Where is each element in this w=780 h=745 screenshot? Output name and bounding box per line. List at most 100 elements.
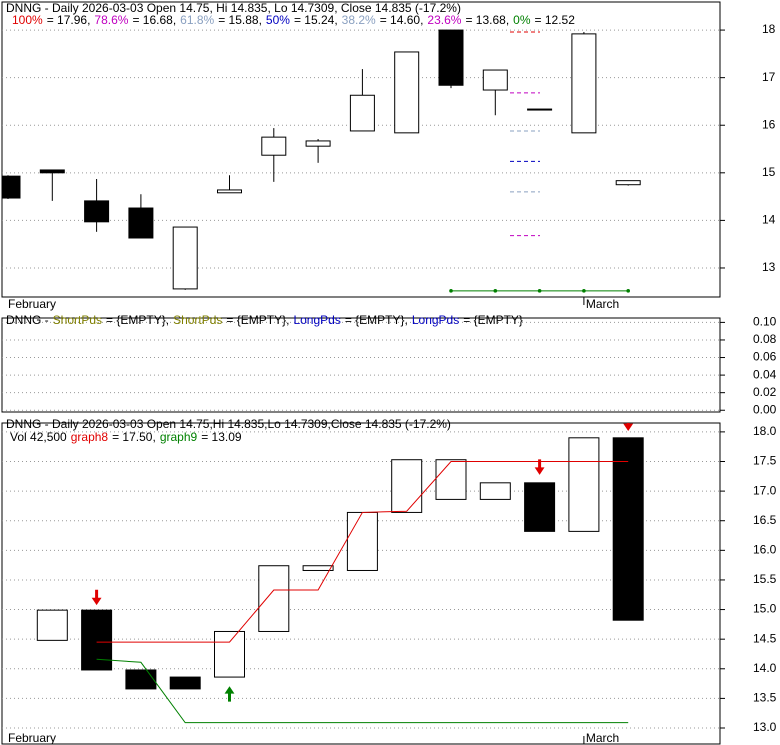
y-tick-label: 18.0 [753, 424, 777, 438]
fib-value: = 16.68, [132, 13, 176, 27]
fib-value: = 13.68, [465, 13, 509, 27]
box-body [36, 609, 68, 641]
candle-body [438, 29, 464, 86]
fib-value: = 12.52 [535, 13, 576, 27]
x-tick-label: February [8, 731, 56, 745]
plot-area [2, 423, 720, 729]
indicator-value: = {EMPTY}, [226, 313, 289, 327]
candle-body [305, 140, 331, 147]
fib-label: 23.6% [427, 13, 461, 27]
fib-label: 100% [12, 13, 43, 27]
box-body [524, 482, 556, 532]
y-tick-label: 0.00 [753, 402, 777, 416]
chart-title: DNNG - Daily 2026-03-03 Open 14.75, Hi 1… [6, 1, 461, 15]
box-body [568, 437, 600, 532]
fib-value: = 14.60, [380, 13, 424, 27]
box-body [81, 609, 113, 671]
y-tick-label: 15.5 [753, 572, 777, 586]
title-text: DNNG - Daily 2026-03-03 Open 14.75, Hi 1… [6, 1, 461, 15]
x-tick-label: February [8, 297, 56, 311]
candle-body [394, 51, 420, 134]
fib-label: 61.8% [180, 13, 214, 27]
box-panel [1, 422, 721, 745]
y-tick-label: 13.5 [753, 691, 777, 705]
candle-body [2, 175, 21, 199]
y-tick-label: 0.02 [753, 385, 777, 399]
indicator-name: ShortPds [173, 313, 222, 327]
fib-legend: 100% = 17.96, 78.6% = 16.68, 61.8% = 15.88, 50… [12, 13, 575, 27]
fib-label: 0% [513, 13, 531, 27]
indicator-name: LongPds [293, 313, 340, 327]
candle-body [261, 136, 287, 156]
fib-dot [449, 289, 453, 293]
candle-body [615, 180, 641, 186]
series-name: graph9 [160, 430, 198, 444]
candle-body [571, 33, 597, 134]
fib-dot [626, 289, 630, 293]
candle-body [172, 226, 198, 290]
box-body [346, 511, 378, 571]
y-tick-label: 16.5 [753, 513, 777, 527]
candle-body [482, 69, 508, 91]
candle-body [527, 108, 553, 111]
box-body [435, 459, 467, 500]
sell-arrow [91, 589, 102, 606]
fib-label: 38.2% [342, 13, 376, 27]
series-name: graph8 [71, 430, 109, 444]
fib-value: = 15.88, [218, 13, 262, 27]
sell-arrow [623, 423, 634, 432]
plot-area [2, 29, 720, 293]
indicator-value: = {EMPTY}, [345, 313, 408, 327]
box-body [214, 630, 245, 678]
box-body [302, 565, 334, 571]
fib-dot [582, 289, 586, 293]
box-body [479, 482, 511, 500]
y-tick-label: 0.10 [753, 315, 777, 329]
indicator-value: = {EMPTY} [463, 313, 523, 327]
box-body [169, 676, 201, 690]
candle-body [128, 207, 154, 239]
buy-arrow [224, 686, 235, 702]
series-value: = 17.50, [112, 430, 156, 444]
y-tick-label: 0.08 [753, 332, 777, 346]
x-tick-label: March [586, 731, 619, 745]
box-body [125, 669, 157, 690]
y-tick-label: 16 [762, 117, 776, 131]
series-value: = 13.09 [201, 430, 242, 444]
indicator-name: LongPds [412, 313, 459, 327]
info-line: Vol 42,500 graph8 = 17.50, graph9 = 13.09 [10, 430, 242, 444]
box-body [391, 459, 423, 513]
fib-dot [537, 289, 542, 293]
y-tick-label: 17.5 [753, 454, 777, 468]
y-tick-label: 14.5 [753, 631, 777, 645]
y-tick-label: 18 [762, 22, 776, 36]
indicator-name: ShortPds [53, 313, 102, 327]
indicator-value: = {EMPTY}, [106, 313, 169, 327]
sell-arrow [534, 459, 545, 475]
y-tick-label: 14.0 [753, 661, 777, 675]
candle-body [39, 169, 65, 174]
series-line [96, 658, 629, 724]
candle-body [349, 94, 375, 132]
y-tick-label: 13.0 [753, 720, 777, 734]
y-tick-label: 17.0 [753, 483, 777, 497]
fib-value: = 15.24, [294, 13, 338, 27]
x-tick-label: March [586, 297, 619, 311]
y-tick-label: 0.06 [753, 350, 777, 364]
fib-label: 50% [266, 13, 290, 27]
box-body [258, 565, 290, 632]
y-tick-label: 17 [762, 70, 776, 84]
plot-area [2, 321, 720, 411]
fib-label: 78.6% [94, 13, 128, 27]
y-tick-label: 13 [762, 260, 776, 274]
indicator-panel [1, 317, 721, 413]
box-body [612, 437, 644, 621]
y-tick-label: 0.04 [753, 367, 777, 381]
title-text: DNNG - [6, 313, 49, 327]
candle-body [217, 189, 242, 194]
fib-value: = 17.96, [47, 13, 91, 27]
y-tick-label: 15 [762, 165, 776, 179]
fib-dot [493, 289, 498, 293]
y-tick-label: 14 [762, 213, 776, 227]
